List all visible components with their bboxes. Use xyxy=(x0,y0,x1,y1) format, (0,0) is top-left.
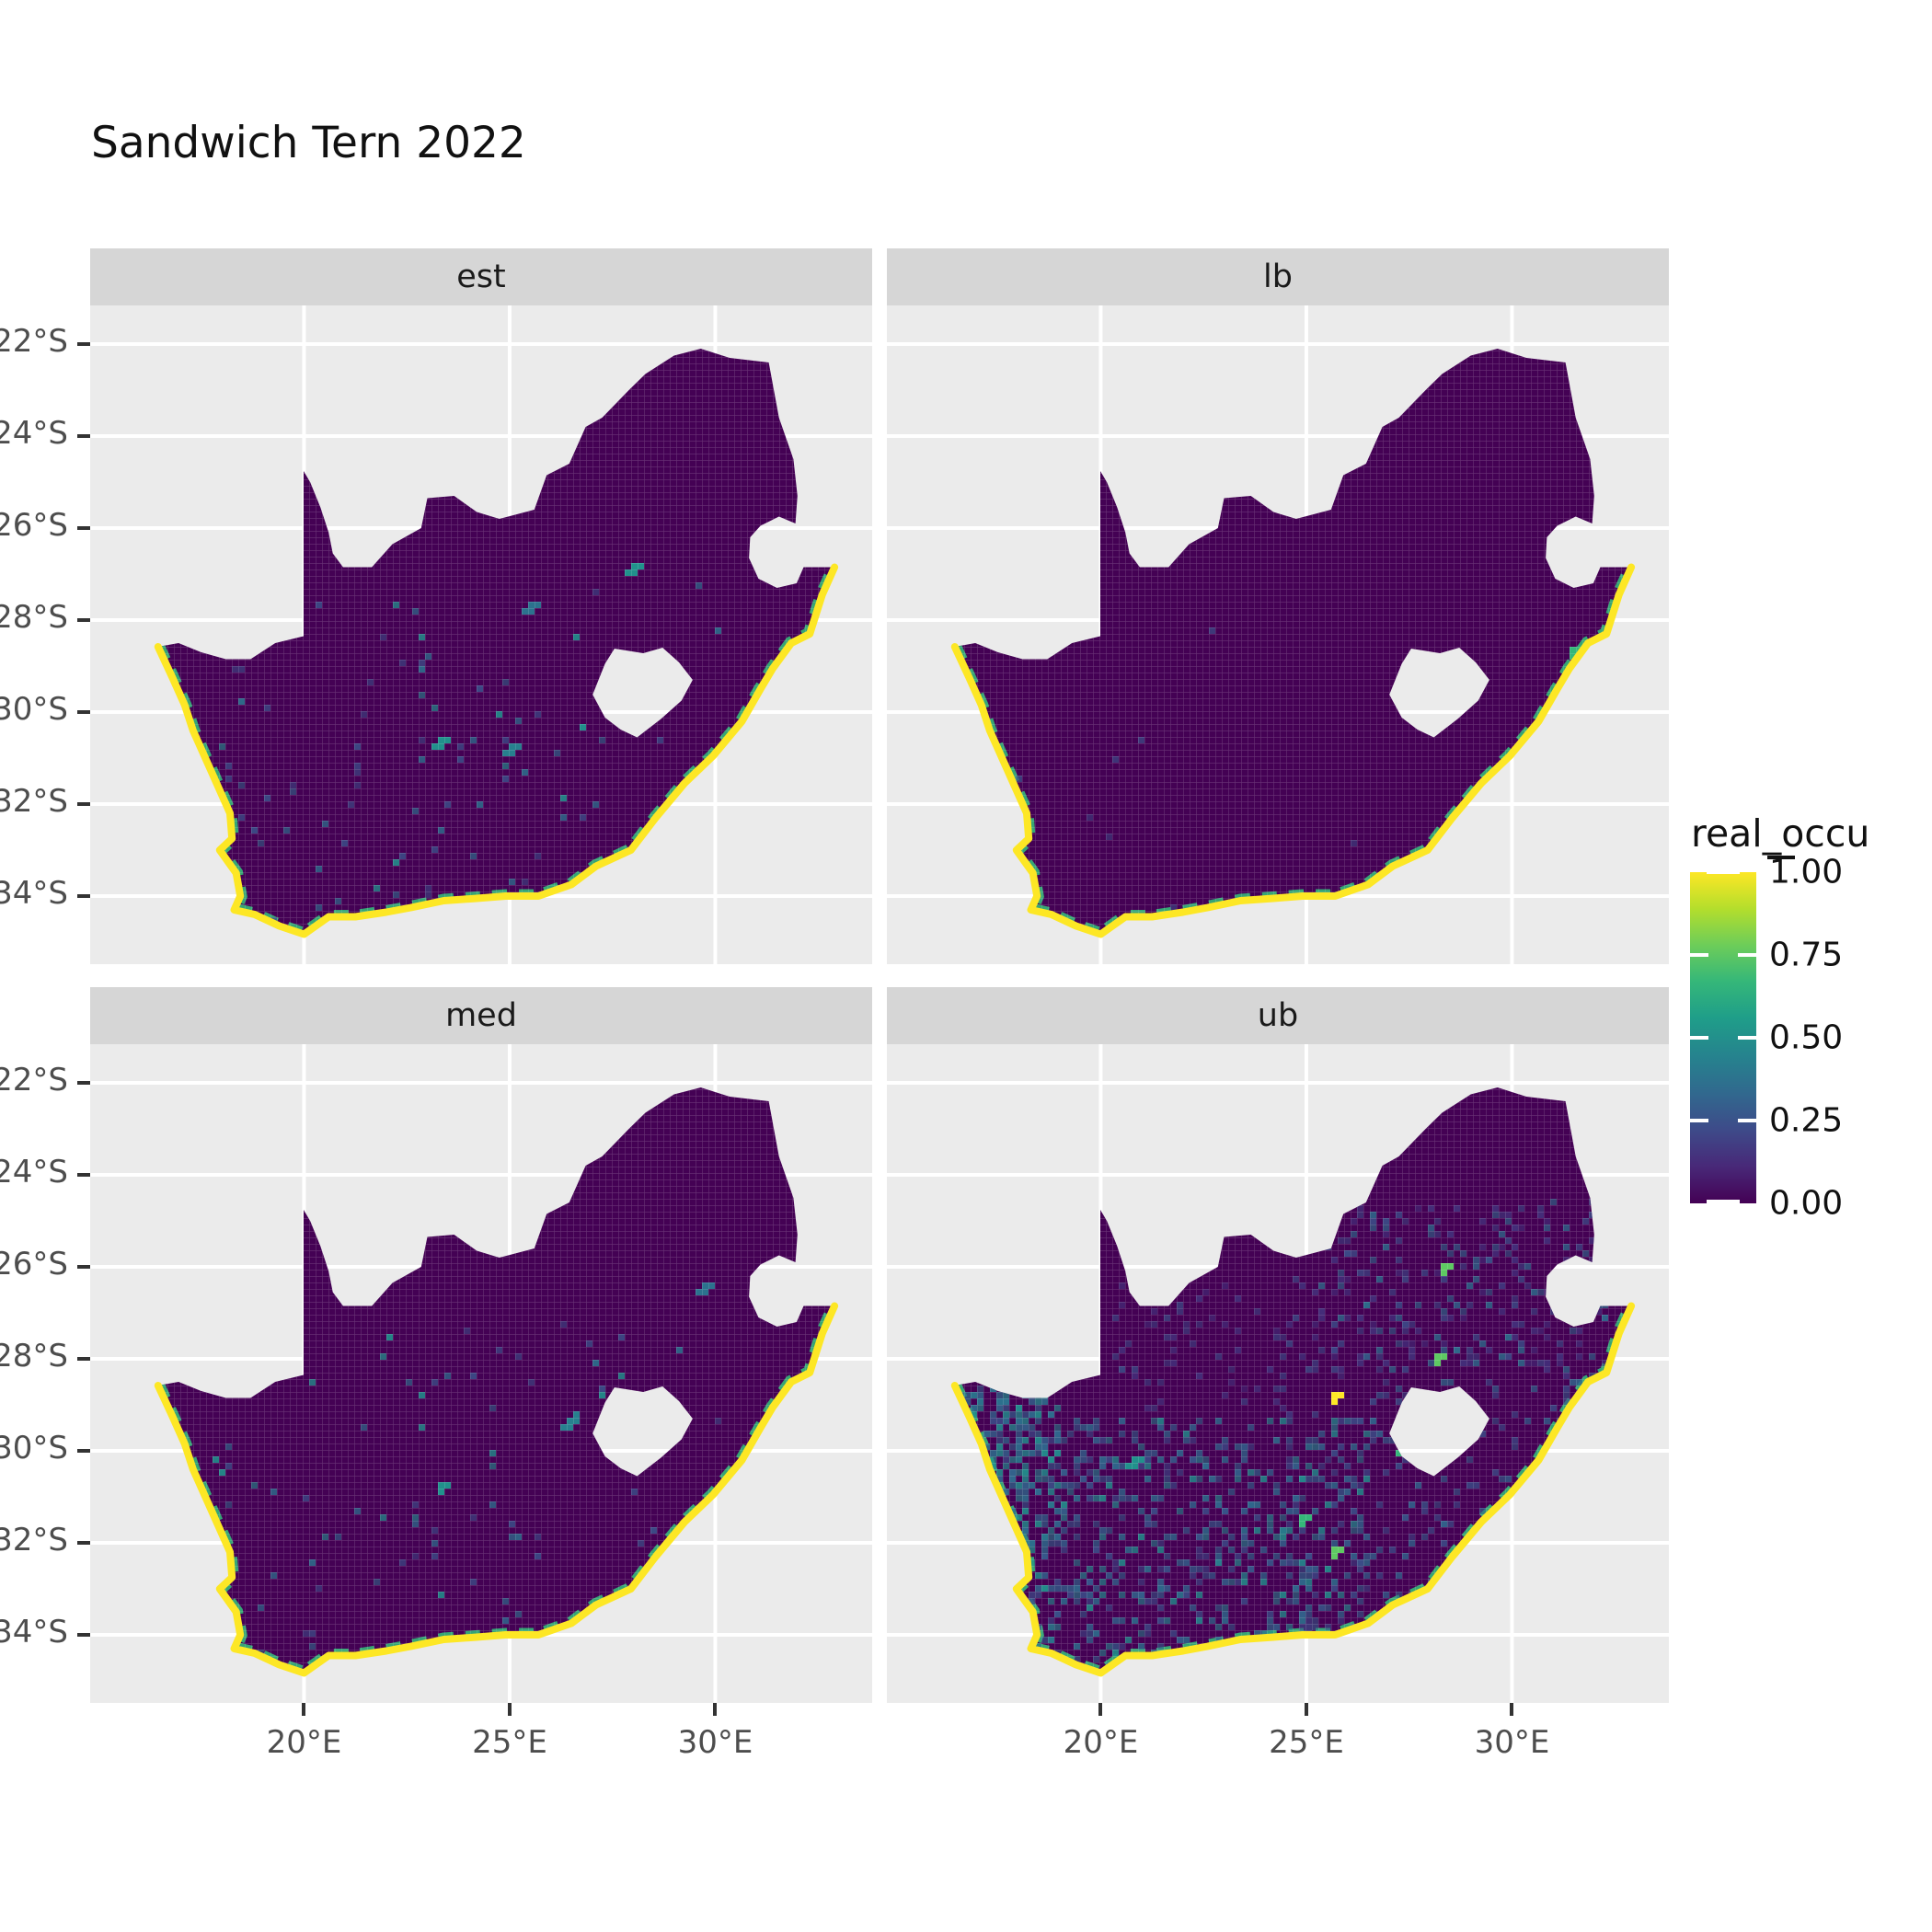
y-axis-label: 30°S xyxy=(0,691,68,728)
y-tick xyxy=(77,894,90,898)
legend-label: 0.50 xyxy=(1769,1018,1844,1057)
y-tick xyxy=(77,526,90,530)
plot-title: Sandwich Tern 2022 xyxy=(91,118,526,168)
panel-med xyxy=(90,1044,872,1703)
facet-strip-lb: lb xyxy=(887,248,1669,305)
legend-label: 0.25 xyxy=(1769,1101,1844,1140)
facet-strip-est: est xyxy=(90,248,872,305)
y-axis-label: 28°S xyxy=(0,599,68,636)
y-tick xyxy=(77,434,90,438)
legend-tick xyxy=(1707,1200,1740,1203)
legend-top-tick xyxy=(1767,856,1795,859)
y-tick xyxy=(77,802,90,806)
y-tick xyxy=(77,1449,90,1453)
y-tick xyxy=(77,1265,90,1269)
map-lb xyxy=(887,305,1669,964)
facet-strip-med: med xyxy=(90,987,872,1044)
y-axis-label: 22°S xyxy=(0,323,68,360)
y-axis-label: 26°S xyxy=(0,1246,68,1282)
y-tick xyxy=(77,1173,90,1177)
panel-est xyxy=(90,305,872,964)
x-axis-label: 30°E xyxy=(1474,1724,1550,1761)
y-axis-label: 22°S xyxy=(0,1062,68,1098)
facet-strip-label: est xyxy=(456,259,506,295)
legend-tick xyxy=(1738,1036,1756,1040)
y-tick xyxy=(77,710,90,714)
y-axis-label: 28°S xyxy=(0,1338,68,1374)
legend-tick xyxy=(1690,953,1708,957)
facet-strip-label: ub xyxy=(1257,997,1299,1034)
legend-tick xyxy=(1707,870,1740,874)
x-tick xyxy=(507,1703,512,1716)
y-axis-label: 34°S xyxy=(0,875,68,912)
legend-tick xyxy=(1690,1119,1708,1122)
y-tick xyxy=(77,1357,90,1361)
x-tick xyxy=(1510,1703,1514,1716)
legend-title: real_occu xyxy=(1691,811,1870,856)
y-axis-label: 32°S xyxy=(0,783,68,820)
legend-label: 1.00 xyxy=(1769,853,1844,891)
legend-tick xyxy=(1738,953,1756,957)
panel-ub xyxy=(887,1044,1669,1703)
facet-strip-label: lb xyxy=(1263,259,1293,295)
x-tick xyxy=(1304,1703,1308,1716)
legend-tick xyxy=(1690,1036,1708,1040)
x-tick xyxy=(302,1703,306,1716)
y-axis-label: 24°S xyxy=(0,415,68,452)
legend-tick xyxy=(1738,1119,1756,1122)
y-tick xyxy=(77,1541,90,1545)
x-tick xyxy=(713,1703,718,1716)
y-axis-label: 34°S xyxy=(0,1614,68,1650)
y-tick xyxy=(77,618,90,622)
legend-label: 0.75 xyxy=(1769,936,1844,974)
legend-label: 0.00 xyxy=(1769,1184,1844,1223)
map-ub xyxy=(887,1044,1669,1703)
panel-lb xyxy=(887,305,1669,964)
map-med xyxy=(90,1044,872,1703)
y-axis-label: 26°S xyxy=(0,507,68,544)
x-axis-label: 20°E xyxy=(1063,1724,1139,1761)
facet-strip-ub: ub xyxy=(887,987,1669,1044)
x-axis-label: 25°E xyxy=(1269,1724,1344,1761)
facet-strip-label: med xyxy=(445,997,517,1034)
x-axis-label: 25°E xyxy=(472,1724,547,1761)
map-est xyxy=(90,305,872,964)
y-tick xyxy=(77,1633,90,1637)
x-tick xyxy=(1098,1703,1103,1716)
x-axis-label: 20°E xyxy=(266,1724,342,1761)
y-axis-label: 32°S xyxy=(0,1522,68,1558)
y-tick xyxy=(77,342,90,346)
y-tick xyxy=(77,1081,90,1085)
y-axis-label: 24°S xyxy=(0,1154,68,1190)
y-axis-label: 30°S xyxy=(0,1430,68,1466)
x-axis-label: 30°E xyxy=(677,1724,753,1761)
